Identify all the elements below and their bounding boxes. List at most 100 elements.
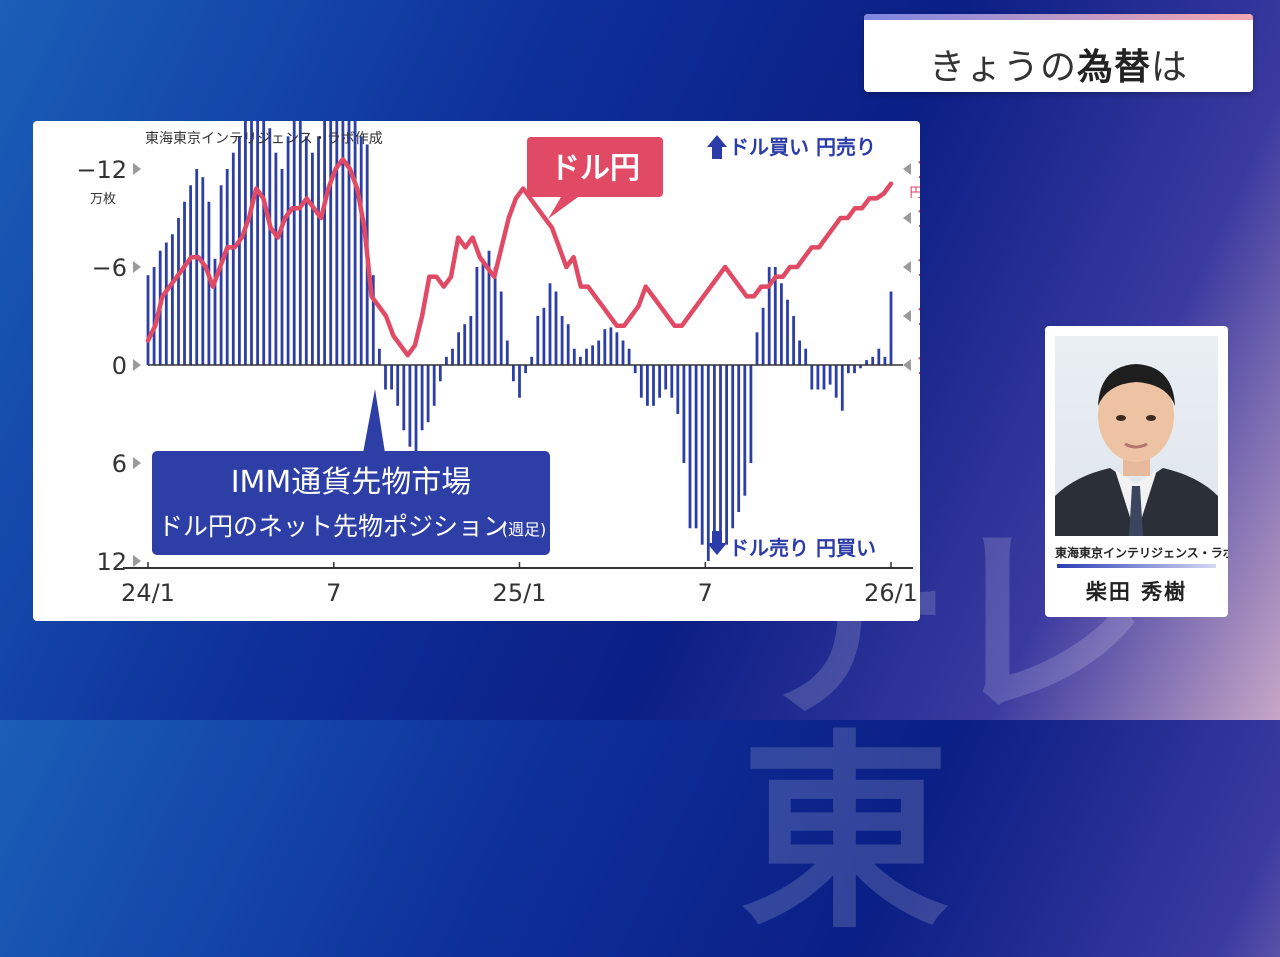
position-bar xyxy=(384,365,387,390)
position-bar xyxy=(189,185,192,365)
title-suffix: は xyxy=(1151,47,1189,88)
position-bar xyxy=(530,356,534,365)
position-bar xyxy=(487,250,491,365)
position-bar xyxy=(725,365,728,545)
x-axis-tick-label: 7 xyxy=(698,579,713,607)
left-axis-tick-marker xyxy=(133,555,141,567)
position-bar xyxy=(378,348,381,365)
x-axis-tick-label: 26/1 xyxy=(864,579,918,607)
position-bar xyxy=(536,316,540,365)
title-prefix: きょうの xyxy=(928,47,1077,88)
position-bar xyxy=(183,201,186,365)
bar-callout-pointer xyxy=(363,389,385,453)
position-bar xyxy=(792,316,795,365)
position-bar xyxy=(719,365,722,545)
position-bar xyxy=(579,356,582,365)
right-axis-tick-label: 160 xyxy=(916,156,920,184)
left-axis-tick-marker xyxy=(133,359,141,371)
position-bar xyxy=(633,365,637,374)
commentator-photo xyxy=(1055,336,1218,536)
position-bar xyxy=(341,87,345,366)
bar-callout-note: (週足) xyxy=(502,520,547,539)
commentator-card: 東海東京インテリジェンス・ラボ 柴田 秀樹 xyxy=(1045,326,1228,617)
position-bar xyxy=(810,365,814,390)
position-bar xyxy=(646,365,649,406)
position-bar xyxy=(658,365,661,398)
right-axis-tick-label: 155 xyxy=(916,205,920,233)
position-bar xyxy=(268,128,272,365)
position-bar xyxy=(682,365,686,463)
position-bar xyxy=(694,365,698,529)
position-bar xyxy=(335,71,339,365)
position-bar xyxy=(664,365,668,390)
segment-title: きょうの為替は xyxy=(864,38,1253,90)
position-bar xyxy=(493,267,497,365)
segment-title-box: きょうの為替は xyxy=(864,14,1253,92)
line-callout-label: ドル円 xyxy=(550,151,640,186)
position-bar xyxy=(250,103,253,365)
position-bar xyxy=(591,345,594,365)
position-bar xyxy=(499,291,503,365)
position-bar xyxy=(877,348,881,365)
left-axis-tick-marker xyxy=(133,457,141,469)
position-bar xyxy=(518,365,521,398)
position-bar xyxy=(889,291,893,365)
position-bar xyxy=(780,283,783,365)
position-bar xyxy=(639,365,643,398)
position-bar xyxy=(700,365,704,545)
position-bar xyxy=(706,365,710,561)
right-axis-tick-marker xyxy=(903,310,911,322)
position-bar xyxy=(828,365,832,385)
source-credit: 東海東京インテリジェンス・ラボ作成 xyxy=(145,131,383,147)
position-bar xyxy=(773,267,777,365)
position-bar xyxy=(426,365,430,423)
position-bar xyxy=(219,185,223,365)
x-axis-tick-label: 7 xyxy=(326,579,341,607)
position-bar xyxy=(292,120,296,365)
position-bar xyxy=(554,291,558,365)
position-bar xyxy=(597,340,601,365)
right-axis-tick-marker xyxy=(903,212,911,224)
position-bar xyxy=(621,340,625,365)
position-bar xyxy=(834,365,838,398)
position-bar xyxy=(847,365,850,374)
position-bar xyxy=(609,327,613,365)
commentator-name: 柴田 秀樹 xyxy=(1085,580,1188,604)
commentator-affiliation: 東海東京インテリジェンス・ラボ xyxy=(1055,546,1228,560)
left-axis-unit: 万枚 xyxy=(90,192,116,207)
position-bar xyxy=(512,365,515,382)
position-bar xyxy=(274,152,278,365)
position-bar xyxy=(244,120,247,365)
position-bar xyxy=(438,365,442,382)
position-bar xyxy=(225,169,229,365)
bar-callout-box xyxy=(152,451,550,555)
position-bar xyxy=(548,283,552,365)
position-bar xyxy=(505,340,509,365)
position-bar xyxy=(676,365,680,414)
position-bar xyxy=(353,103,357,365)
line-callout-pointer xyxy=(548,197,578,219)
position-bar xyxy=(396,365,400,406)
position-bar xyxy=(238,136,241,365)
position-bar xyxy=(542,307,546,365)
position-bar xyxy=(822,365,826,390)
position-bar xyxy=(445,356,448,365)
right-axis-tick-marker xyxy=(903,163,911,175)
position-bar xyxy=(329,79,333,365)
position-bar xyxy=(457,332,460,365)
position-bar xyxy=(286,136,290,365)
position-bar xyxy=(311,152,314,365)
line-callout-box xyxy=(527,137,663,197)
position-bar xyxy=(749,365,753,463)
position-bar xyxy=(317,136,320,365)
position-bar xyxy=(451,348,454,365)
up-arrow-icon xyxy=(707,135,727,159)
right-axis-tick-label: 150 xyxy=(916,254,920,282)
x-axis-tick-label: 24/1 xyxy=(121,579,175,607)
right-axis-tick-label: 140 xyxy=(916,352,920,380)
left-axis-tick-label: −6 xyxy=(92,254,127,282)
position-bar xyxy=(585,348,588,365)
position-bar xyxy=(816,365,820,390)
position-bar xyxy=(201,177,205,365)
